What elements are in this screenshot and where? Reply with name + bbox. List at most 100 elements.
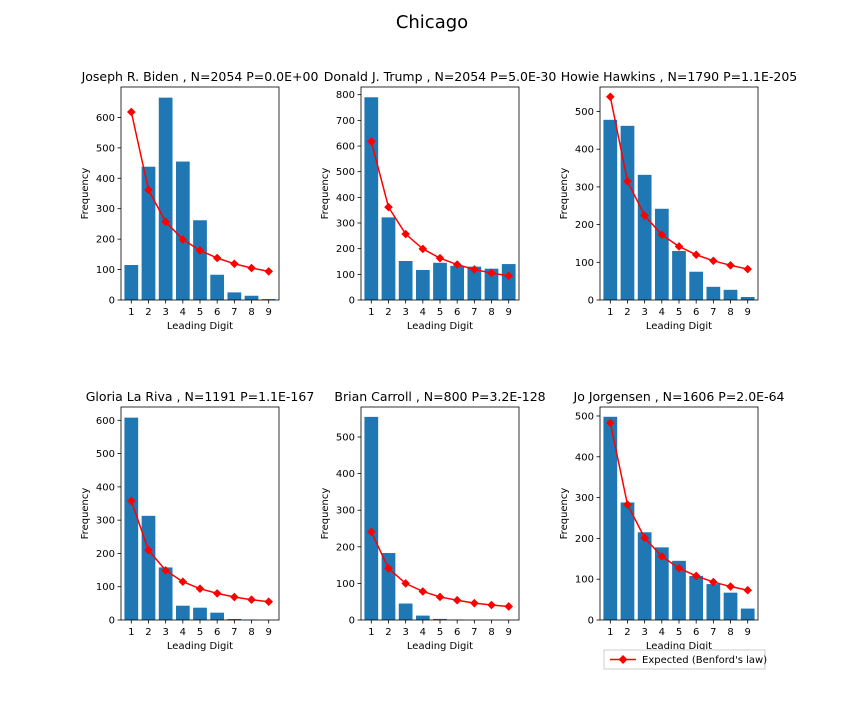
legend-box [603, 649, 766, 670]
x-axis-label: Leading Digit [167, 641, 233, 652]
subplot: 1 2 3 4 5 6 7 8 9 0 100 200 300 400 500 600 700 800 Donald… [320, 69, 556, 332]
y-tick-label: 600 [96, 416, 115, 427]
x-tick-label: 9 [266, 307, 272, 318]
x-axis-label: Leading Digit [167, 321, 233, 332]
x-tick-label: 2 [624, 307, 630, 318]
expected-marker [127, 496, 136, 506]
expected-marker [144, 185, 153, 195]
y-tick-label: 500 [336, 167, 355, 178]
expected-marker [401, 229, 410, 239]
bar [158, 97, 173, 301]
x-tick-label: 7 [231, 307, 237, 318]
x-tick-label: 6 [693, 627, 699, 638]
expected-marker [384, 202, 393, 212]
bar [706, 584, 721, 620]
bar [620, 125, 635, 300]
expected-marker [504, 602, 513, 611]
expected-marker [487, 268, 496, 278]
x-tick-label: 4 [420, 307, 426, 318]
x-axis-label: Leading Digit [407, 641, 473, 652]
x-tick-label: 5 [437, 307, 443, 318]
bar [124, 265, 139, 300]
y-tick-label: 300 [96, 516, 115, 527]
x-tick-label: 3 [402, 627, 408, 638]
expected-marker [384, 564, 393, 573]
x-tick-label: 5 [197, 307, 203, 318]
bar [637, 532, 652, 620]
subplot: 1 2 3 4 5 6 7 8 9 0 100 200 300 400 500 600 Joseph R. Bi… [80, 69, 318, 332]
x-tick-label: 4 [420, 627, 426, 638]
x-axis-label: Leading Digit [646, 641, 712, 652]
subplot: 1 2 3 4 5 6 7 8 9 0 100 200 300 400 500 Brian Carroll ,… [320, 389, 546, 652]
x-tick-label: 9 [745, 307, 751, 318]
x-tick-label: 5 [676, 307, 682, 318]
expected-marker [487, 600, 496, 610]
y-tick-label: 200 [96, 549, 115, 560]
x-tick-label: 9 [266, 627, 272, 638]
y-axis-label: Frequency [559, 168, 570, 220]
bar [672, 250, 686, 300]
x-tick-label: 1 [128, 627, 134, 638]
bar [141, 166, 156, 300]
bar [689, 271, 704, 300]
x-tick-label: 8 [488, 307, 494, 318]
expected-marker [691, 571, 701, 581]
x-tick-label: 2 [624, 627, 630, 638]
expected-marker [161, 566, 170, 575]
x-tick-label: 3 [162, 307, 168, 318]
y-tick-label: 600 [336, 142, 355, 153]
bar [723, 289, 738, 300]
expected-marker [743, 264, 752, 274]
y-tick-label: 400 [575, 452, 594, 463]
x-tick-label: 8 [727, 307, 733, 318]
bar [467, 266, 482, 300]
bar [433, 618, 447, 620]
bar [244, 295, 259, 300]
expected-marker [623, 176, 632, 186]
expected-marker [640, 533, 649, 543]
bar [740, 608, 755, 620]
x-tick-label: 3 [402, 307, 408, 318]
y-axis-label: Frequency [320, 488, 331, 540]
expected-marker [470, 598, 479, 608]
bar [193, 220, 207, 300]
y-tick-label: 500 [336, 433, 355, 444]
y-tick-label: 100 [575, 575, 594, 586]
expected-marker [623, 500, 632, 509]
y-axis-label: Frequency [80, 168, 91, 220]
x-tick-label: 3 [162, 627, 168, 638]
x-tick-label: 2 [385, 627, 391, 638]
y-tick-label: 0 [588, 616, 594, 627]
bar [603, 416, 618, 620]
expected-marker [127, 107, 136, 117]
x-tick-label: 2 [385, 307, 391, 318]
x-tick-label: 4 [180, 627, 186, 638]
bar [158, 567, 173, 620]
x-tick-label: 9 [745, 627, 751, 638]
expected-marker [178, 235, 188, 244]
x-tick-label: 7 [231, 627, 237, 638]
bar [364, 416, 379, 620]
x-tick-label: 8 [488, 627, 494, 638]
subplot: 1 2 3 4 5 6 7 8 9 0 100 200 300 400 500 Jo Jorgensen , … [559, 389, 785, 652]
expected-marker [726, 582, 735, 591]
x-tick-label: 2 [145, 627, 151, 638]
expected-marker [606, 92, 615, 102]
x-tick-label: 4 [659, 627, 665, 638]
x-tick-label: 5 [197, 627, 203, 638]
expected-marker [247, 263, 256, 273]
expected-marker [435, 592, 445, 602]
expected-marker [674, 242, 684, 251]
y-tick-label: 500 [575, 411, 594, 422]
bar [398, 603, 413, 620]
y-tick-label: 100 [575, 258, 594, 269]
legend-diamond-marker [618, 655, 628, 664]
x-tick-label: 7 [710, 307, 716, 318]
x-tick-label: 6 [214, 627, 220, 638]
x-tick-label: 7 [471, 307, 477, 318]
bar [175, 605, 190, 620]
expected-marker [657, 552, 667, 561]
y-tick-label: 200 [575, 534, 594, 545]
y-tick-label: 400 [575, 145, 594, 156]
